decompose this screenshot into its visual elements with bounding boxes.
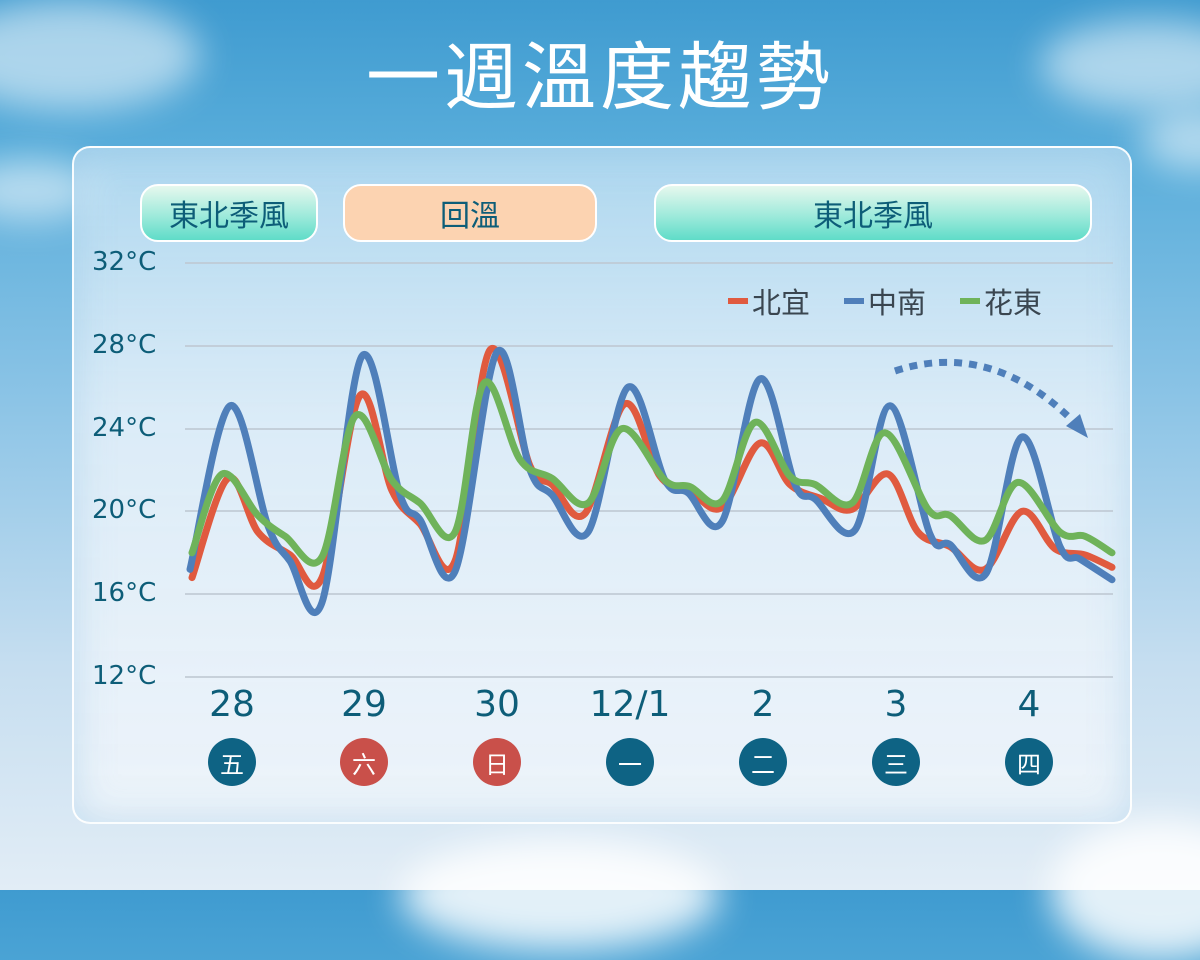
band-warming: 回溫 (343, 184, 597, 242)
weekday-badge: 三 (872, 738, 920, 786)
weekday-badge: 二 (739, 738, 787, 786)
y-tick-label: 28°C (92, 329, 157, 360)
gridline (185, 344, 1113, 347)
trend-arrow-icon (893, 358, 1075, 423)
legend-swatch-icon (960, 298, 981, 304)
band-northeast-monsoon: 東北季風 (654, 184, 1092, 242)
x-axis-date: 2 (751, 684, 775, 725)
band-northeast-monsoon: 東北季風 (140, 184, 318, 242)
y-tick-label: 16°C (92, 578, 157, 609)
y-tick-label: 20°C (92, 495, 157, 526)
legend-item: 中南 (844, 280, 926, 322)
gridline (185, 262, 1113, 264)
x-axis-date: 12/1 (589, 684, 671, 725)
weekday-badge: 六 (340, 738, 388, 786)
weekday-badge: 五 (208, 738, 256, 786)
x-axis-date: 29 (341, 684, 387, 725)
page-title: 一週溫度趨勢 (366, 35, 834, 121)
gridline (185, 593, 1113, 596)
legend-swatch-icon (844, 298, 865, 304)
gridline (185, 676, 1113, 678)
legend-swatch-icon (728, 298, 748, 304)
y-tick-label: 32°C (92, 247, 157, 277)
gridline (185, 510, 1113, 513)
x-axis-date: 3 (884, 684, 908, 725)
trend-arrow-head-icon (1066, 414, 1088, 438)
legend-item: 北宜 (728, 280, 810, 322)
legend-label: 花東 (984, 286, 1043, 320)
x-axis-date: 4 (1017, 684, 1041, 725)
cloud-decoration (0, 0, 200, 110)
y-tick-label: 24°C (92, 412, 157, 443)
legend-label: 中南 (868, 286, 927, 320)
series-line-central-south (186, 346, 1116, 616)
x-axis-date: 30 (474, 684, 520, 725)
weekday-badge: 一 (606, 738, 654, 786)
x-axis-date: 28 (209, 684, 255, 725)
legend-label: 北宜 (752, 286, 811, 320)
weekday-badge: 日 (473, 738, 521, 786)
series-line-hualien-taitung (188, 378, 1116, 567)
legend-item: 花東 (960, 280, 1042, 322)
weekday-badge: 四 (1005, 738, 1053, 786)
temperature-lines (186, 344, 1116, 616)
y-tick-label: 12°C (92, 661, 157, 691)
chart-legend: 北宜 中南 花東 (728, 280, 1042, 322)
